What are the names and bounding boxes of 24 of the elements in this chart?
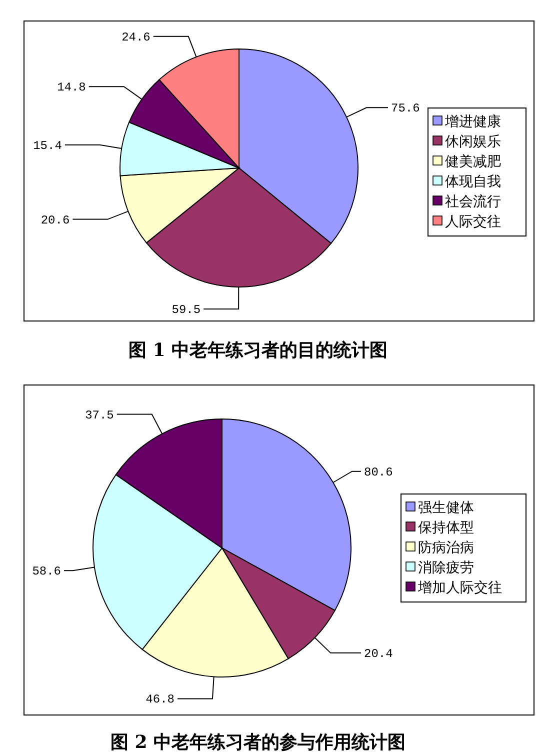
text: 图 1 中老年练习者的目的统计图 [128,340,388,361]
data-label: 24.6 [122,30,150,44]
data-label: 80.6 [364,465,393,480]
legend-label: 保持体型 [418,520,474,536]
data-label: 37.5 [85,408,114,422]
data-label: 15.4 [33,138,62,153]
data-label: 14.8 [57,80,86,95]
legend-label: 健美减肥 [445,154,501,170]
data-label: 75.6 [391,102,420,116]
text: 图 2 中老年练习者的参与作用统计图 [110,732,406,753]
data-label: 58.6 [32,564,61,579]
legend-label: 防病治病 [418,540,474,556]
data-label: 20.4 [364,646,393,661]
legend-label: 增进健康 [444,114,501,130]
data-label: 20.6 [40,213,70,228]
legend-label: 社会流行 [445,194,501,210]
data-label: 46.8 [146,692,174,707]
legend-label: 人际交往 [445,214,501,230]
legend-label: 休闲娱乐 [445,134,501,150]
data-label: 59.5 [172,303,201,317]
legend-label: 增加人际交往 [417,580,502,596]
legend-label: 强生健体 [418,500,474,516]
legend-label: 体现自我 [445,174,501,190]
legend-label: 消除疲劳 [418,560,474,576]
